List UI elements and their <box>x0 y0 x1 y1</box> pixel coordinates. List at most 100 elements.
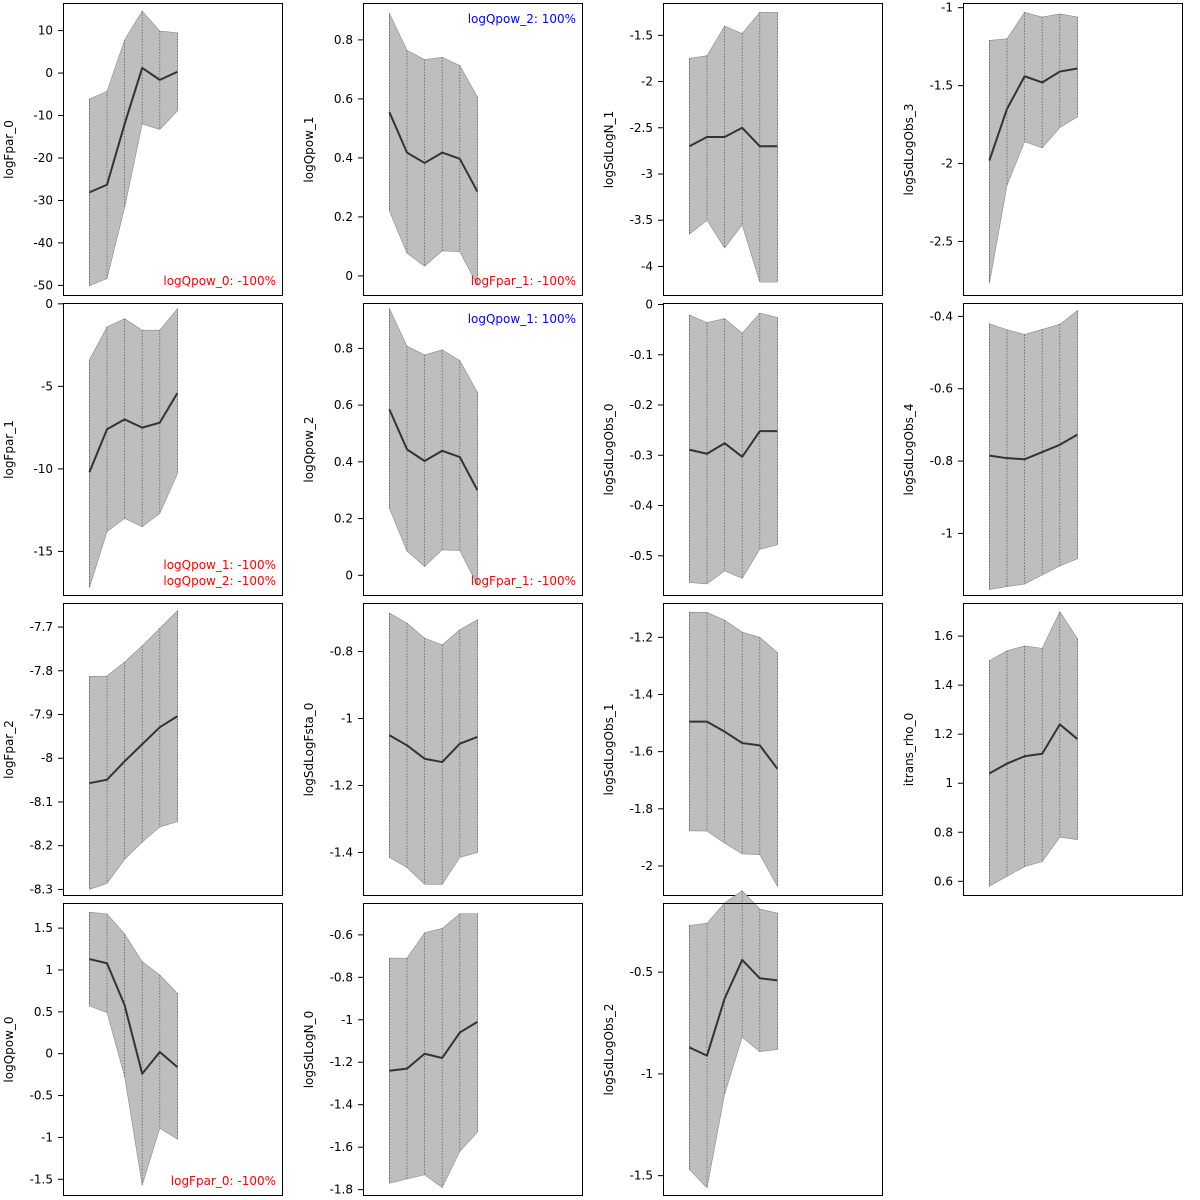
y-tick-label: -8.2 <box>30 839 53 853</box>
mean-line <box>688 126 778 148</box>
chart-panel: -0.6 -0.8 -1 -1.2 -1.4 -1.6 -1.8 logSdLogN_0 <box>302 903 583 1197</box>
plot-frame <box>663 3 883 296</box>
y-tick-label: 0.4 <box>334 455 353 469</box>
y-axis-label: logSdLogObs_1 <box>602 704 616 796</box>
chart-panel: 1.5 1 0.5 0 -0.5 -1 -1.5 logQpow_0 logFpar_0: -1… <box>2 903 283 1196</box>
y-tick-label: 0.8 <box>334 341 353 355</box>
y-tick-label: -2 <box>641 859 653 873</box>
y-tick-label: -1 <box>941 1 953 15</box>
y-tick-label: -1.5 <box>630 28 653 42</box>
plot-frame <box>663 903 883 1196</box>
y-tick-label: -7.7 <box>30 620 53 634</box>
y-tick-label: 0.6 <box>334 92 353 106</box>
plot-frame <box>663 603 883 896</box>
y-tick-label: 1.4 <box>934 678 953 692</box>
annotation-label: logFpar_1: -100% <box>471 274 576 288</box>
mean-line <box>88 392 179 473</box>
y-axis-label: logSdLogObs_3 <box>902 104 916 196</box>
plot-frame <box>63 303 283 596</box>
chart-panel: -0.5 -1 -1.5 logSdLogObs_2 <box>602 890 883 1196</box>
y-tick-label: -15 <box>33 544 53 558</box>
y-tick-label: -1.4 <box>330 1098 353 1112</box>
plot-frame <box>363 303 583 596</box>
annotation-label: logQpow_2: 100% <box>468 12 576 26</box>
y-tick-label: -3 <box>641 167 653 181</box>
y-tick-label: -1 <box>41 1130 53 1144</box>
confidence-band <box>89 911 178 1186</box>
y-tick-label: 0 <box>45 66 53 80</box>
confidence-band <box>89 307 178 588</box>
y-tick-label: -1.8 <box>330 1183 353 1197</box>
chart-panel: -7.7 -7.8 -7.9 -8 -8.1 -8.2 -8.3 logFpar_2 <box>2 603 283 896</box>
y-axis-label: logFpar_0 <box>2 120 16 179</box>
y-tick-label: -8 <box>41 751 53 765</box>
y-axis-label: logSdLogFsta_0 <box>302 703 316 797</box>
y-axis-label: logQpow_2 <box>302 416 316 482</box>
y-axis-label: logFpar_2 <box>2 720 16 779</box>
mean-line <box>388 408 479 491</box>
chart-panel: 1.6 1.4 1.2 1 0.8 0.6 itrans_rho_0 <box>902 603 1183 896</box>
mean-line <box>388 111 479 193</box>
y-tick-label: -1.5 <box>930 79 953 93</box>
y-tick-label: -1.2 <box>630 630 653 644</box>
confidence-band <box>389 13 478 286</box>
chart-panel: 0.8 0.6 0.4 0.2 0 logQpow_2 logQpow_1: 100% log… <box>302 303 583 596</box>
y-tick-label: -30 <box>33 193 53 207</box>
plot-frame <box>363 603 583 896</box>
confidence-band <box>389 612 478 885</box>
chart-panel: 0.8 0.6 0.4 0.2 0 logQpow_1 logQpow_2: 100% log… <box>302 3 583 296</box>
y-tick-label: -4 <box>641 259 653 273</box>
annotation-label: logQpow_1: 100% <box>468 312 576 326</box>
plot-frame <box>963 303 1183 596</box>
y-tick-label: -0.4 <box>630 499 653 513</box>
chart-panel: -0.8 -1 -1.2 -1.4 logSdLogFsta_0 <box>302 603 583 896</box>
y-tick-label: 0.2 <box>334 512 353 526</box>
confidence-band <box>89 10 178 287</box>
chart-panel: -0.4 -0.6 -0.8 -1 logSdLogObs_4 <box>902 303 1183 596</box>
chart-panel: 0 -0.1 -0.2 -0.3 -0.4 -0.5 logSdLogObs_0 <box>602 298 883 596</box>
y-tick-label: -0.8 <box>330 645 353 659</box>
y-tick-label: -0.5 <box>630 549 653 563</box>
y-tick-label: -2.5 <box>630 121 653 135</box>
y-axis-label: logSdLogN_1 <box>602 111 616 189</box>
y-tick-label: -1.4 <box>630 687 653 701</box>
y-axis-label: logQpow_1 <box>302 116 316 182</box>
y-tick-label: -20 <box>33 151 53 165</box>
y-tick-label: -2 <box>641 75 653 89</box>
y-axis-label: itrans_rho_0 <box>902 713 916 787</box>
y-tick-label: -0.8 <box>330 970 353 984</box>
confidence-band <box>389 308 478 586</box>
y-axis-label: logSdLogObs_2 <box>602 1004 616 1096</box>
annotation-label: logQpow_2: -100% <box>163 574 276 588</box>
y-tick-label: -0.2 <box>630 398 653 412</box>
y-tick-label: -0.6 <box>330 928 353 942</box>
y-tick-label: -0.5 <box>630 965 653 979</box>
y-tick-label: -1.6 <box>630 745 653 759</box>
y-tick-label: -1.8 <box>630 802 653 816</box>
y-tick-label: -2 <box>941 157 953 171</box>
plot-frame <box>663 303 883 596</box>
plot-frame <box>63 903 283 1196</box>
y-tick-label: 0 <box>45 297 53 311</box>
y-tick-label: -0.3 <box>630 448 653 462</box>
y-tick-label: -8.1 <box>30 795 53 809</box>
plot-frame <box>363 3 583 296</box>
y-axis-label: logSdLogObs_0 <box>602 404 616 496</box>
confidence-band <box>89 610 178 890</box>
plot-frame <box>363 903 583 1196</box>
y-tick-label: -0.4 <box>930 309 953 323</box>
y-tick-label: 1.6 <box>934 629 953 643</box>
y-tick-label: -1.5 <box>30 1172 53 1186</box>
annotation-label: logQpow_0: -100% <box>163 274 276 288</box>
y-tick-label: -0.5 <box>30 1089 53 1103</box>
y-tick-label: 0 <box>645 298 653 312</box>
y-tick-label: 1 <box>45 963 53 977</box>
y-tick-label: -2.5 <box>930 234 953 248</box>
annotation-label: logFpar_1: -100% <box>471 574 576 588</box>
y-tick-label: -40 <box>33 236 53 250</box>
y-tick-label: -10 <box>33 109 53 123</box>
chart-panel: -1.2 -1.4 -1.6 -1.8 -2 logSdLogObs_1 <box>602 603 883 896</box>
y-tick-label: -7.8 <box>30 664 53 678</box>
mean-line <box>689 430 778 458</box>
